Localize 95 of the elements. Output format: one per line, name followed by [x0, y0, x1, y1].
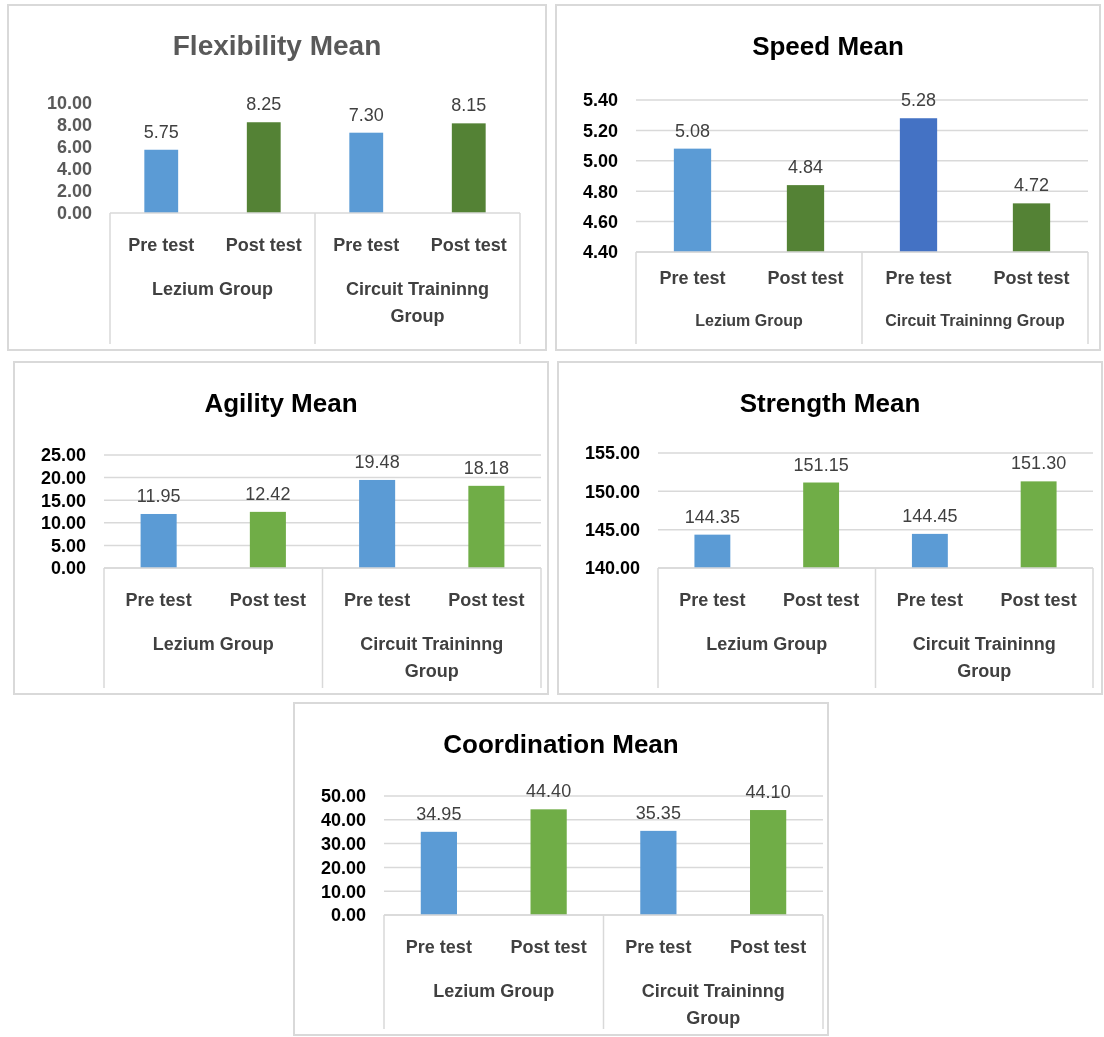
x-tick-label: Post test [430, 235, 507, 255]
y-tick-label: 40.00 [320, 810, 366, 831]
x-tick-label: Pre test [679, 590, 746, 610]
text: Lezium Group [433, 981, 555, 1001]
y-tick-label: 6.00 [56, 137, 92, 158]
x-tick-label: Pre test [344, 590, 411, 610]
x-tick-label: Post test [783, 590, 860, 610]
text: Lezium Group [152, 634, 274, 654]
bar [140, 513, 177, 568]
x-tick-label: Post test [993, 268, 1070, 288]
text: Circuit Traininng Group [912, 634, 1056, 681]
text: Circuit Traininng Group [360, 634, 504, 681]
bar [420, 831, 457, 915]
y-tick-label: 10.00 [320, 881, 366, 902]
bar [246, 122, 281, 213]
data-label: 12.42 [245, 483, 291, 504]
data-label: 11.95 [136, 485, 181, 506]
x-tick-label: Pre test [625, 937, 692, 957]
data-label: 44.40 [526, 781, 572, 802]
text: Circuit Traininng Group [641, 981, 785, 1028]
data-label: 8.25 [246, 94, 282, 115]
text: Lezium Group [695, 312, 803, 329]
data-label: 8.15 [451, 95, 487, 116]
data-label: 18.18 [463, 457, 509, 478]
data-label: 5.08 [674, 120, 711, 141]
x-tick-label: Pre test [128, 235, 195, 255]
chart-title: Agility Mean [204, 388, 358, 418]
text: Circuit Traininng Group [345, 279, 490, 326]
x-tick-label: Post test [767, 268, 844, 288]
bar [144, 149, 179, 213]
data-label: 19.48 [354, 451, 400, 472]
text: Circuit Traininng Group [885, 312, 1065, 329]
y-tick-label: 0.00 [56, 203, 92, 224]
y-tick-label: 10.00 [46, 93, 92, 114]
y-tick-label: 20.00 [320, 857, 366, 878]
y-tick-label: 4.80 [582, 181, 618, 202]
y-tick-label: 5.00 [50, 535, 86, 556]
y-tick-label: 5.20 [582, 120, 618, 141]
data-label: 144.45 [902, 505, 958, 526]
bar [468, 485, 505, 568]
x-tick-label: Post test [510, 937, 587, 957]
data-label: 4.72 [1013, 175, 1050, 196]
y-tick-label: 15.00 [40, 490, 86, 511]
chart-title: Flexibility Mean [172, 30, 382, 61]
y-tick-label: 5.40 [582, 90, 618, 111]
y-tick-label: 4.00 [56, 159, 92, 180]
data-label: 151.15 [793, 454, 849, 475]
bar [750, 810, 787, 915]
y-tick-label: 140.00 [584, 558, 640, 579]
bar [349, 132, 384, 213]
y-tick-label: 20.00 [40, 467, 86, 488]
x-tick-label: Pre test [896, 590, 963, 610]
data-label: 34.95 [416, 803, 462, 824]
x-tick-label: Post test [730, 937, 807, 957]
data-label: 5.28 [900, 90, 937, 111]
x-tick-label: Post test [225, 235, 302, 255]
data-label: 5.75 [143, 121, 179, 142]
data-label: 44.10 [745, 782, 791, 803]
x-tick-label: Pre test [125, 590, 192, 610]
x-tick-label: Pre test [405, 937, 472, 957]
chart-title: Speed Mean [752, 31, 904, 61]
data-label: 4.84 [787, 157, 824, 178]
x-tick-label: Pre test [885, 268, 952, 288]
y-tick-label: 30.00 [320, 833, 366, 854]
y-tick-label: 0.00 [50, 558, 86, 579]
data-label: 35.35 [635, 802, 681, 823]
y-tick-label: 5.00 [582, 151, 618, 172]
x-tick-label: Post test [229, 590, 306, 610]
y-tick-label: 4.40 [582, 242, 618, 263]
y-tick-label: 10.00 [40, 513, 86, 534]
bar [249, 511, 286, 568]
bar [451, 123, 486, 213]
y-tick-label: 150.00 [584, 481, 640, 502]
bar [530, 809, 567, 915]
data-label: 144.35 [684, 506, 740, 527]
y-tick-label: 2.00 [56, 181, 92, 202]
y-tick-label: 25.00 [40, 445, 86, 466]
text: Lezium Group [152, 279, 273, 299]
chart-title: Strength Mean [739, 388, 921, 418]
y-tick-label: 50.00 [320, 786, 366, 807]
data-label: 7.30 [348, 104, 384, 125]
chart-title: Coordination Mean [443, 729, 679, 759]
bar [359, 479, 396, 568]
y-tick-label: 4.60 [582, 211, 618, 232]
y-tick-label: 8.00 [56, 115, 92, 136]
data-label: 151.30 [1011, 453, 1067, 474]
x-tick-label: Pre test [659, 268, 726, 288]
y-tick-label: 145.00 [584, 519, 640, 540]
x-tick-label: Post test [448, 590, 525, 610]
y-tick-label: 155.00 [584, 443, 640, 464]
bar [640, 830, 677, 915]
y-tick-label: 0.00 [330, 905, 366, 926]
x-tick-label: Pre test [333, 235, 400, 255]
text: Lezium Group [706, 634, 828, 654]
x-tick-label: Post test [1000, 590, 1077, 610]
